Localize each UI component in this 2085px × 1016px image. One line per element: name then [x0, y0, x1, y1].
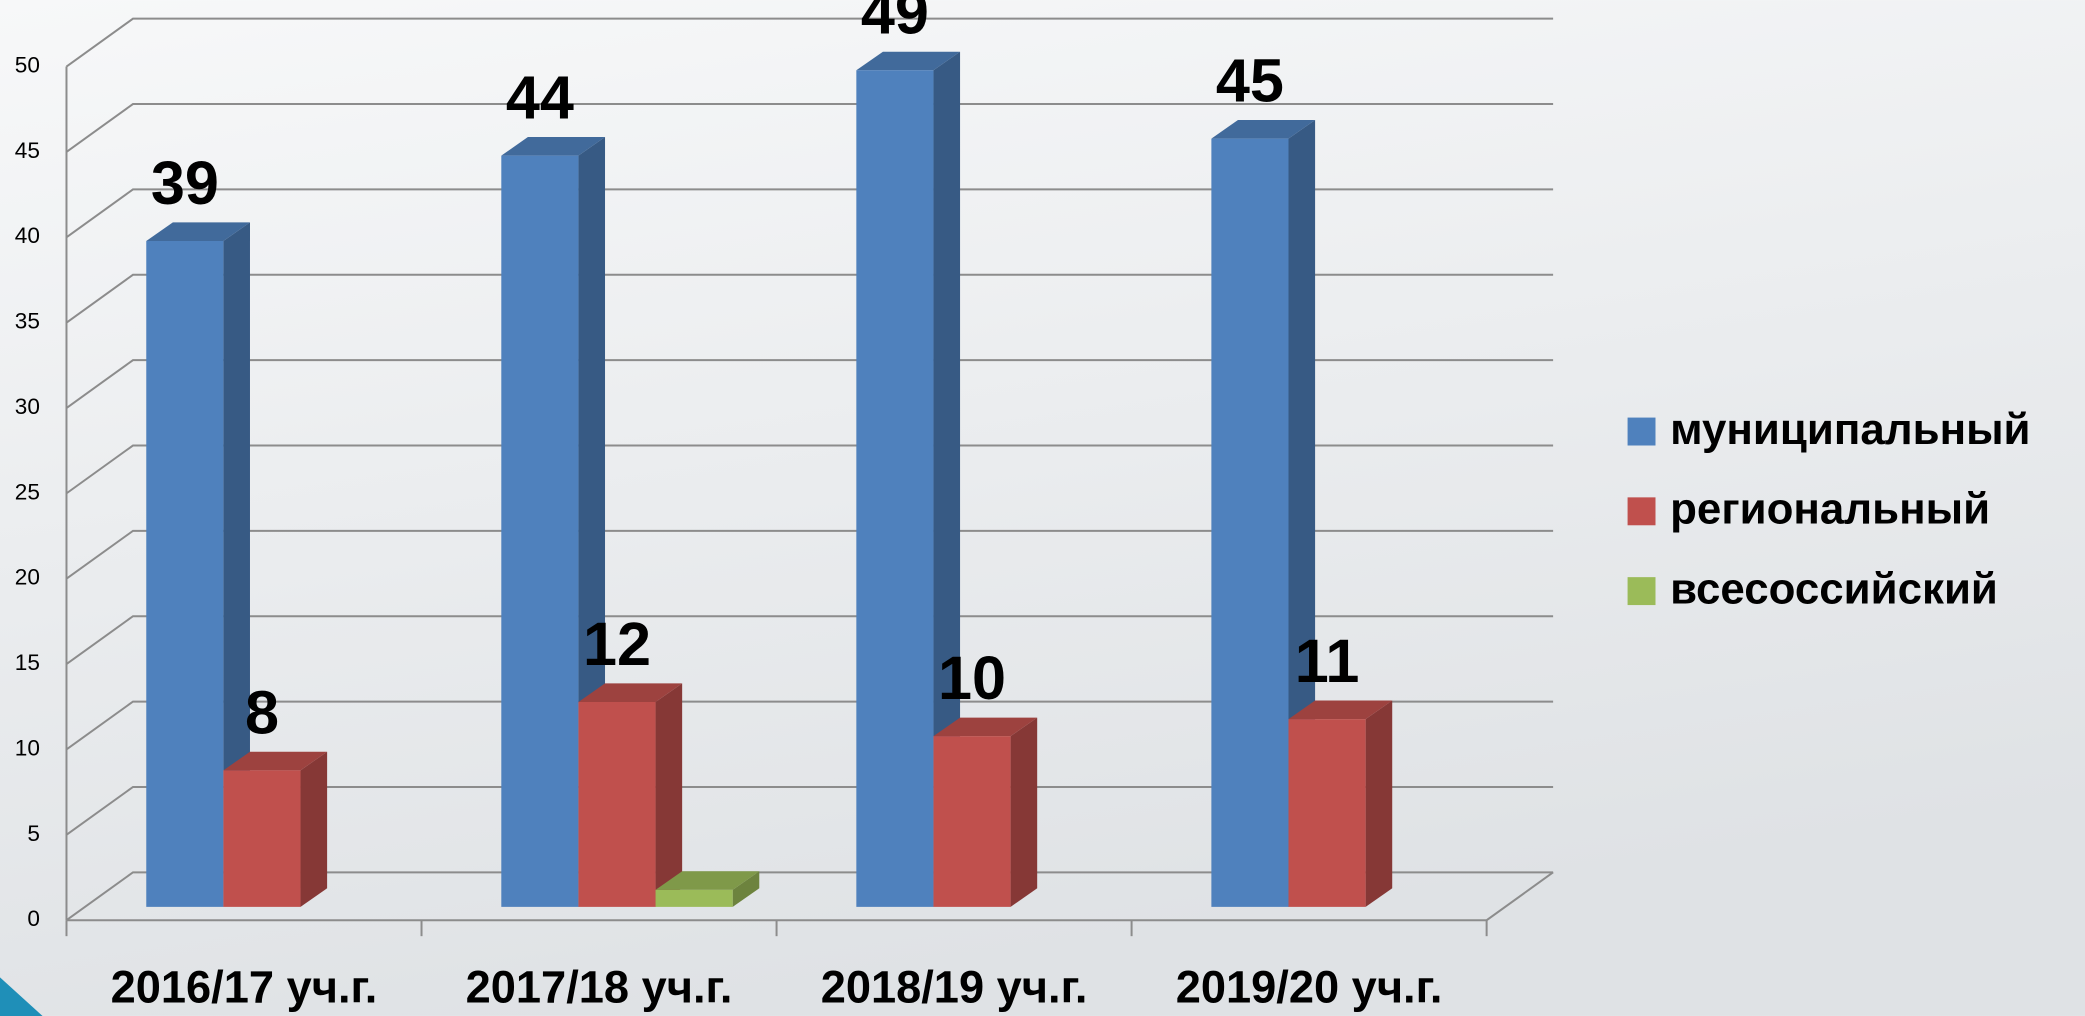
legend-label: муниципальный [1670, 405, 2030, 454]
bar-front [146, 241, 224, 907]
bar [856, 51, 961, 907]
bar [1288, 700, 1393, 907]
bar-side [223, 222, 250, 907]
bar [655, 871, 760, 907]
bar-top [1288, 700, 1393, 720]
y-tick-label: 20 [15, 565, 40, 590]
y-tick-label: 25 [15, 479, 40, 504]
y-tick-label: 45 [15, 138, 40, 163]
y-tick-label: 10 [15, 735, 40, 760]
legend-swatch [1627, 497, 1656, 526]
bar-front [933, 736, 1011, 907]
bar-front [1288, 719, 1366, 907]
y-tick-label: 35 [15, 309, 40, 334]
grid-line [65, 615, 1554, 665]
data-label: 8 [245, 678, 279, 746]
legend-swatch [1627, 417, 1656, 446]
data-label: 10 [938, 644, 1006, 712]
x-tick-label: 2016/17 уч.г. [111, 962, 378, 1013]
bar [578, 683, 683, 907]
y-tick-label: 5 [27, 821, 40, 846]
legend-swatch [1627, 577, 1656, 606]
x-tick-label: 2017/18 уч.г. [466, 962, 733, 1013]
bar-top [223, 751, 328, 771]
bar-front [1211, 138, 1289, 907]
bar-front [501, 155, 579, 907]
data-label: 11 [1295, 627, 1360, 695]
grid-line [65, 359, 1554, 409]
bar-top [655, 871, 760, 890]
y-tick-label: 50 [15, 53, 40, 78]
bar-top [1211, 119, 1316, 139]
y-tick-label: 30 [15, 394, 40, 419]
data-label: 44 [506, 64, 574, 132]
grid-line [65, 700, 1554, 751]
grid-line [65, 785, 1554, 836]
bar-side [300, 751, 328, 907]
data-label: 45 [1216, 47, 1284, 115]
bar-top [578, 683, 683, 703]
legend-label: всесоссийский [1670, 564, 1998, 613]
grid-line [65, 17, 1554, 68]
bar-top [933, 717, 1038, 737]
grid-line [65, 529, 1554, 580]
bar-side [732, 871, 760, 907]
bar [146, 222, 250, 907]
bar-front [223, 770, 301, 907]
data-label: 49 [861, 0, 929, 46]
bar-top [146, 222, 250, 242]
y-tick-label: 0 [27, 906, 40, 931]
bar-side [933, 51, 961, 907]
data-label: 12 [583, 610, 651, 678]
bar-top [501, 137, 606, 156]
legend-label: региональный [1670, 485, 1990, 534]
bar-front [578, 702, 656, 907]
corner-decoration [0, 977, 43, 1016]
bar-side [1365, 700, 1393, 907]
grid-line [65, 871, 1554, 922]
x-tick-label: 2019/20 уч.г. [1176, 962, 1443, 1013]
grid-line [65, 188, 1554, 239]
y-tick-label: 40 [15, 223, 40, 248]
bar-side [1010, 717, 1038, 907]
grid-line [65, 273, 1554, 324]
data-label: 39 [151, 149, 219, 217]
bar-top [856, 51, 961, 71]
grid-line [65, 103, 1554, 153]
bar [933, 717, 1038, 907]
bar-front [655, 889, 733, 907]
y-tick-label: 15 [15, 650, 40, 675]
grid-line [65, 444, 1554, 495]
x-tick-label: 2018/19 уч.г. [821, 962, 1088, 1013]
bar [223, 751, 328, 907]
bar-side [655, 683, 683, 907]
bar-front [856, 70, 934, 907]
